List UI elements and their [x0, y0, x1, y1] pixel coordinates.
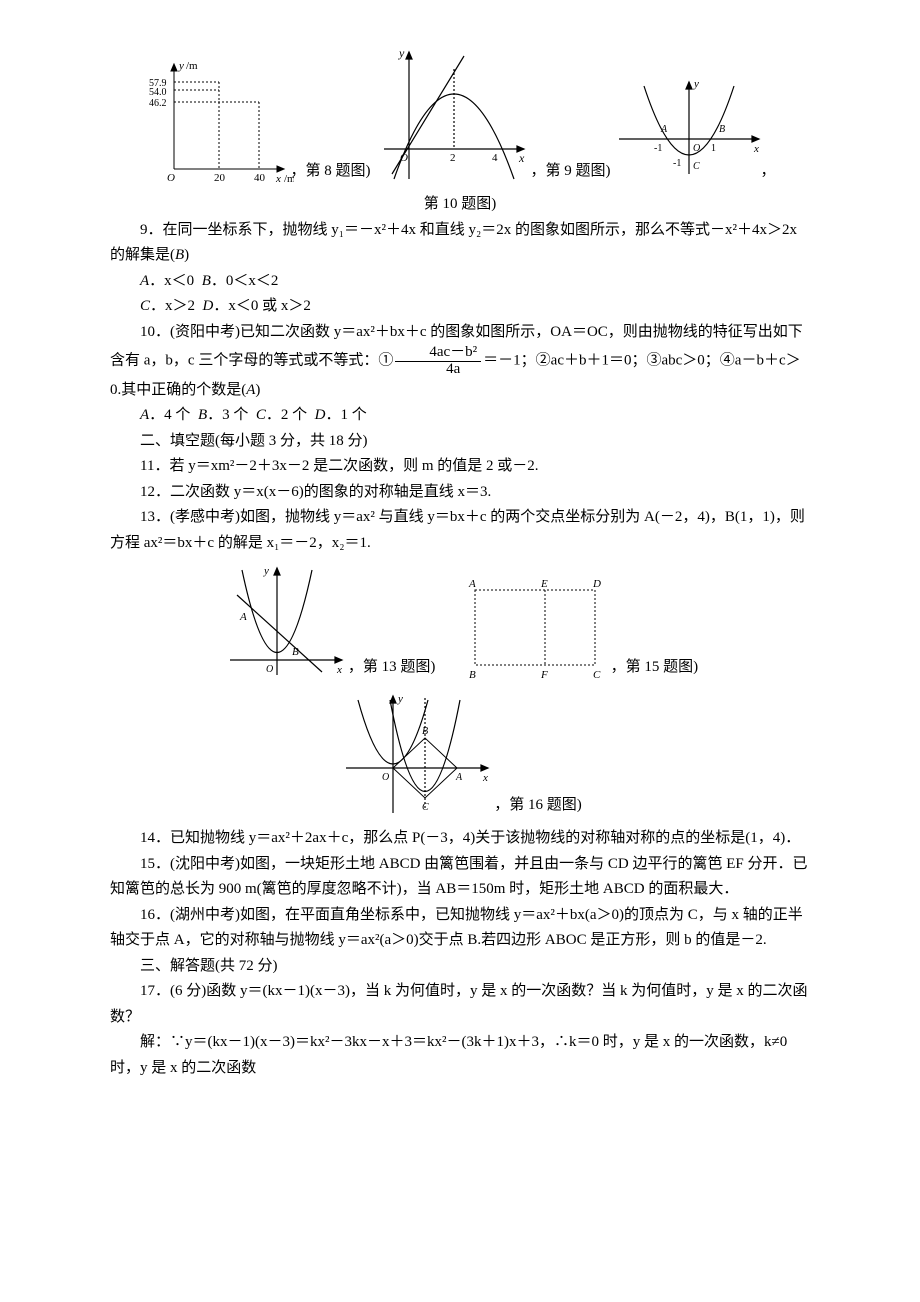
q16-text: 16．(湖州中考)如图，在平面直角坐标系中，已知抛物线 y＝ax²＋bx(a＞0… [110, 903, 810, 954]
svg-text:A: A [660, 124, 668, 135]
q15-text: 15．(沈阳中考)如图，一块矩形土地 ABCD 由篱笆围着，并且由一条与 CD … [110, 852, 810, 903]
ytick-46-2: 46.2 [149, 98, 167, 109]
svg-text:C: C [422, 802, 429, 813]
svg-text:x: x [275, 173, 281, 184]
svg-text:x: x [753, 143, 759, 155]
figure-q10-caption: 第 10 题图) [110, 192, 810, 218]
q9-options-cd: C．x＞2 D．x＜0 或 x＞2 [110, 294, 810, 320]
figure-row-mid: x y O A B ，第 13 题图) A E D B F C ，第 15 题图… [110, 560, 810, 680]
q9-options-ab: A．x＜0 B．0＜x＜2 [110, 269, 810, 295]
figure-q8: x /m y /m O 57.9 54.0 46.2 20 40 ，第 8 题图… [144, 54, 370, 184]
svg-text:D: D [592, 578, 601, 590]
svg-text:B: B [292, 646, 299, 658]
section-3-heading: 三、解答题(共 72 分) [110, 954, 810, 980]
q9-answer: B [175, 247, 184, 263]
figure-q10-caption-trail: ， [760, 159, 775, 185]
figure-q10: x y O -1 1 A B -1 C ， [614, 74, 775, 184]
svg-text:1: 1 [711, 143, 716, 154]
q13-text: 13．(孝感中考)如图，抛物线 y＝ax² 与直线 y＝bx＋c 的两个交点坐标… [110, 505, 810, 556]
svg-text:F: F [540, 669, 548, 680]
q10-text: 10．(资阳中考)已知二次函数 y＝ax²＋bx＋c 的图象如图所示，OA＝OC… [110, 320, 810, 404]
svg-text:B: B [719, 124, 725, 135]
figure-q13: x y O A B ，第 13 题图) [222, 560, 436, 680]
svg-text:C: C [593, 669, 601, 680]
figure-q9: x y O 2 4 ，第 9 题图) [374, 44, 610, 184]
figure-q15: A E D B F C ，第 15 题图) [455, 570, 699, 680]
svg-text:2: 2 [450, 152, 456, 164]
xtick-20: 20 [214, 172, 226, 184]
svg-text:A: A [455, 772, 463, 783]
svg-text:y: y [397, 693, 403, 705]
xtick-40: 40 [254, 172, 266, 184]
q12-text: 12．二次函数 y＝x(x－6)的图象的对称轴是直线 x＝3. [110, 480, 810, 506]
svg-text:-1: -1 [654, 143, 662, 154]
ytick-54-0: 54.0 [149, 87, 167, 98]
svg-text:O: O [167, 172, 175, 184]
figure-row-q16: x y O B A C ，第 16 题图) [110, 688, 810, 818]
figure-q16-caption: ，第 16 题图) [494, 793, 582, 819]
section-2-heading: 二、填空题(每小题 3 分，共 18 分) [110, 429, 810, 455]
svg-text:O: O [266, 664, 273, 675]
svg-text:C: C [693, 161, 700, 172]
figure-q13-caption: ，第 13 题图) [348, 655, 436, 681]
figure-q16: x y O B A C ，第 16 题图) [338, 688, 582, 818]
q11-text: 11．若 y＝xm²－2＋3x－2 是二次函数，则 m 的值是 2 或－2. [110, 454, 810, 480]
svg-text:B: B [422, 726, 428, 737]
figure-row-top: x /m y /m O 57.9 54.0 46.2 20 40 ，第 8 题图… [110, 44, 810, 184]
svg-text:B: B [469, 669, 476, 680]
svg-text:y: y [398, 46, 405, 60]
q14-text: 14．已知抛物线 y＝ax²＋2ax＋c，那么点 P(－3，4)关于该抛物线的对… [110, 826, 810, 852]
q10-options: A．4 个 B．3 个 C．2 个 D．1 个 [110, 403, 810, 429]
figure-q8-caption: ，第 8 题图) [290, 159, 370, 185]
svg-text:x: x [336, 664, 342, 676]
svg-text:O: O [382, 772, 389, 783]
svg-text:-1: -1 [673, 158, 681, 169]
figure-q15-caption: ，第 15 题图) [611, 655, 699, 681]
q9-text: 9．在同一坐标系下，抛物线 y₁＝－x²＋4x 和直线 y₂＝2x 的图象如图所… [110, 218, 810, 269]
svg-text:O: O [693, 143, 700, 154]
svg-text:4: 4 [492, 152, 498, 164]
svg-text:A: A [468, 578, 476, 590]
figure-q9-caption: ，第 9 题图) [530, 159, 610, 185]
svg-text:A: A [239, 611, 247, 623]
svg-text:y: y [693, 78, 699, 90]
svg-text:E: E [540, 578, 548, 590]
q17-text: 17．(6 分)函数 y＝(kx－1)(x－3)，当 k 为何值时，y 是 x … [110, 979, 810, 1030]
svg-text:x: x [518, 151, 525, 165]
q17-solution: 解：∵y＝(kx－1)(x－3)＝kx²－3kx－x＋3＝kx²－(3k＋1)x… [110, 1030, 810, 1081]
svg-text:/m: /m [186, 60, 198, 72]
svg-text:y: y [263, 565, 269, 577]
svg-text:y: y [178, 60, 184, 72]
svg-text:x: x [482, 772, 488, 784]
